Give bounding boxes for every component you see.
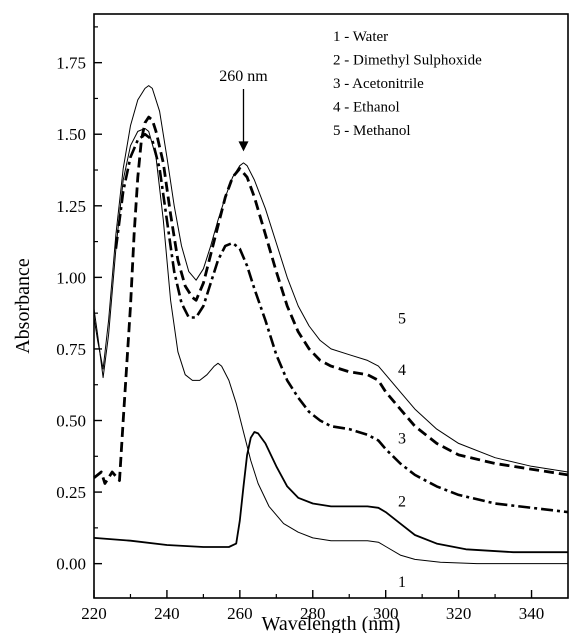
legend-entry-1: 1 - Water (333, 29, 388, 45)
y-tick-label: 1.00 (56, 268, 86, 287)
curve-label-2: 2 (398, 494, 406, 511)
y-axis-title: Absorbance (12, 258, 34, 354)
y-tick-label: 1.50 (56, 125, 86, 144)
legend-entry-3: 3 - Acetonitrile (333, 76, 424, 92)
series-line-4 (93, 115, 569, 485)
x-axis-title: Wavelength (nm) (262, 613, 401, 633)
series-line-2 (93, 431, 568, 554)
legend-entry-5: 5 - Methanol (333, 123, 410, 139)
curve-label-4: 4 (398, 362, 406, 379)
legend: 1 - Water 2 - Dimethyl Sulphoxide 3 - Ac… (333, 29, 482, 139)
x-tick-label: 240 (154, 604, 180, 623)
legend-entry-2: 2 - Dimethyl Sulphoxide (333, 53, 482, 69)
y-tick-label: 0.25 (56, 483, 86, 502)
x-tick-label: 220 (81, 604, 107, 623)
y-tick-label: 0.50 (56, 412, 86, 431)
x-tick-label: 320 (446, 604, 472, 623)
series-line-1 (93, 128, 568, 565)
peak-annotation-label: 260 nm (219, 68, 268, 85)
curve-label-5: 5 (398, 310, 406, 327)
series-line-3 (114, 132, 569, 514)
legend-entry-4: 4 - Ethanol (333, 100, 400, 116)
x-tick-label: 300 (373, 604, 399, 623)
axis-ticks: 220 240 260 280 300 320 340 0.00 0.25 0.50 0.75 1.0… (56, 26, 545, 623)
plot-frame (93, 13, 569, 599)
y-tick-label: 0.00 (56, 555, 86, 574)
series-lines (93, 85, 569, 565)
curve-label-3: 3 (398, 431, 406, 448)
y-tick-label: 1.75 (56, 54, 86, 73)
curve-label-1: 1 (398, 574, 406, 591)
y-tick-label: 0.75 (56, 340, 86, 359)
y-tick-label: 1.25 (56, 197, 86, 216)
x-tick-label: 260 (227, 604, 253, 623)
peak-annotation-arrowhead (238, 141, 249, 152)
peak-annotation: 260 nm (219, 68, 268, 152)
series-line-5 (93, 85, 569, 473)
x-tick-label: 280 (300, 604, 326, 623)
x-tick-label: 340 (519, 604, 545, 623)
curve-labels: 1 2 3 4 5 (398, 310, 406, 590)
